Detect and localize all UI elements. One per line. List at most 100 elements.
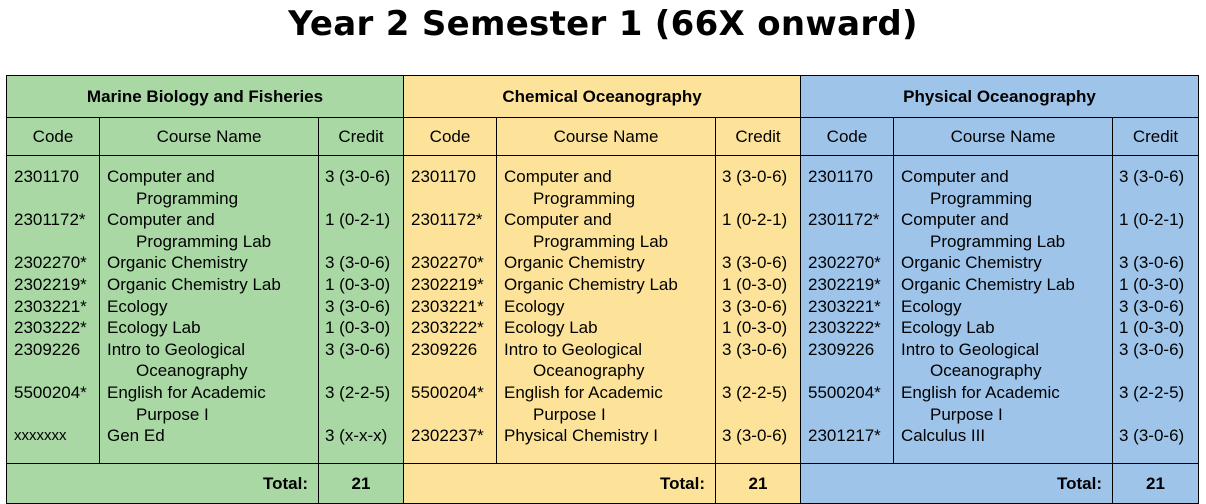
course-name-header: Course Name: [893, 117, 1113, 156]
course-name-line: Computer and: [107, 210, 215, 230]
course-credit: 1 (0-2-1): [325, 210, 391, 230]
course-name-line: Calculus III: [901, 426, 986, 446]
name-list: Computer and Programming Computer and Progr…: [497, 166, 715, 447]
total-label: Total:: [6, 463, 319, 504]
course-name-line: Computer and: [504, 210, 612, 230]
code-column: 2301170 2301172* 2302270* 2302219* 2303221* 2…: [6, 155, 100, 464]
program-name-chemical: Chemical Oceanography: [403, 75, 801, 118]
course-name: Computer and Programming: [894, 166, 1112, 209]
course-name-line: Organic Chemistry: [901, 253, 1042, 273]
course-credit: 3 (2-2-5): [722, 382, 788, 402]
course-name: English for Academic Purpose I: [497, 382, 715, 425]
course-code: 5500204*: [411, 382, 484, 402]
course-name: Computer and Programming: [100, 166, 318, 209]
credit-column: 3 (3-0-6) 1 (0-2-1) 3 (3-0-6) 1 (0-3-0) 3 (3…: [318, 155, 404, 464]
code-header: Code: [6, 117, 100, 156]
total-value-marine: 21: [318, 463, 404, 504]
credit-list: 3 (3-0-6) 1 (0-2-1) 3 (3-0-6) 1 (0-3-0) 3 (3…: [1113, 166, 1198, 447]
course-name-line: Programming: [533, 188, 636, 208]
course-credit: 3 (3-0-6): [1119, 426, 1185, 446]
course-name: English for Academic Purpose I: [894, 382, 1112, 425]
course-code: 2301170: [411, 167, 476, 186]
course-name: Intro to Geological Oceanography: [497, 339, 715, 382]
course-name-line: English for Academic: [107, 382, 266, 402]
course-credit: 1 (0-3-0): [325, 274, 391, 294]
course-name: English for Academic Purpose I: [100, 382, 318, 425]
course-credit: 1 (0-3-0): [1119, 274, 1185, 294]
course-name: Ecology Lab: [497, 317, 715, 339]
code-list: 2301170 2301172* 2302270* 2302219* 2303221* 2…: [801, 166, 893, 447]
course-name-line: English for Academic: [901, 382, 1060, 402]
code-list: 2301170 2301172* 2302270* 2302219* 2303221* 2…: [404, 166, 496, 447]
course-name: Computer and Programming Lab: [100, 209, 318, 252]
course-credit: 1 (0-3-0): [1119, 318, 1185, 338]
course-name: Organic Chemistry: [894, 252, 1112, 274]
course-code: 2302237*: [411, 426, 484, 446]
course-name-line: Programming Lab: [136, 231, 272, 251]
course-name-line: Organic Chemistry Lab: [107, 274, 281, 294]
course-name: Physical Chemistry I: [497, 425, 715, 447]
course-credit: 3 (3-0-6): [325, 296, 391, 316]
course-code: 2302270*: [14, 253, 87, 273]
course-name-line: English for Academic: [504, 382, 663, 402]
course-code: 2301172*: [808, 210, 880, 230]
course-name-header: Course Name: [99, 117, 319, 156]
course-name-line: Purpose I: [136, 404, 209, 424]
course-code: 5500204*: [14, 382, 87, 402]
page-title: Year 2 Semester 1 (66X onward): [288, 4, 918, 44]
course-name: Ecology Lab: [100, 317, 318, 339]
course-code: 2301170: [808, 167, 873, 186]
course-name-column: Computer and Programming Computer and Progr…: [496, 155, 716, 464]
course-credit: 3 (3-0-6): [325, 167, 391, 186]
course-code: 2301172*: [14, 210, 86, 230]
course-name-line: Oceanography: [533, 361, 645, 381]
course-name-line: Programming Lab: [930, 231, 1066, 251]
course-code: 2302270*: [808, 253, 881, 273]
course-credit: 3 (3-0-6): [325, 253, 391, 273]
total-value-physical: 21: [1112, 463, 1199, 504]
course-name: Ecology Lab: [894, 317, 1112, 339]
course-name: Organic Chemistry: [100, 252, 318, 274]
course-credit: 3 (2-2-5): [325, 382, 391, 402]
curriculum-table: Marine Biology and Fisheries Chemical Oc…: [6, 75, 1199, 504]
course-name-line: Intro to Geological: [504, 339, 642, 359]
course-code: 2302219*: [14, 274, 87, 294]
course-name-line: Programming: [136, 188, 239, 208]
course-name-line: Purpose I: [930, 404, 1003, 424]
course-code: 2303222*: [411, 318, 484, 338]
code-header: Code: [800, 117, 894, 156]
course-name: Computer and Programming: [497, 166, 715, 209]
course-name-line: Oceanography: [930, 361, 1042, 381]
course-name: Ecology: [894, 296, 1112, 318]
credit-column: 3 (3-0-6) 1 (0-2-1) 3 (3-0-6) 1 (0-3-0) 3 (3…: [1112, 155, 1199, 464]
course-name: Organic Chemistry: [497, 252, 715, 274]
course-credit: 1 (0-2-1): [1119, 210, 1185, 230]
course-name-line: Organic Chemistry: [107, 253, 248, 273]
credit-header: Credit: [1112, 117, 1199, 156]
course-code: 2309226: [808, 339, 875, 359]
course-name: Intro to Geological Oceanography: [894, 339, 1112, 382]
course-name-line: Ecology Lab: [504, 318, 598, 338]
course-name-line: Computer and: [504, 167, 612, 186]
course-code: 2309226: [14, 339, 81, 359]
course-name-line: Organic Chemistry Lab: [901, 274, 1075, 294]
course-name-line: Organic Chemistry: [504, 253, 645, 273]
course-credit: 1 (0-3-0): [722, 274, 788, 294]
course-code: 2302219*: [411, 274, 484, 294]
course-code: 2309226: [411, 339, 478, 359]
course-credit: 3 (2-2-5): [1119, 382, 1185, 402]
course-credit: 3 (3-0-6): [325, 339, 391, 359]
course-name-column: Computer and Programming Computer and Progr…: [893, 155, 1113, 464]
course-name-line: Intro to Geological: [901, 339, 1039, 359]
code-column: 2301170 2301172* 2302270* 2302219* 2303221* 2…: [800, 155, 894, 464]
course-name-line: Computer and: [901, 167, 1009, 186]
course-name-line: Gen Ed: [107, 426, 165, 446]
total-row: Total: 21 Total: 21 Total: 21: [6, 463, 1199, 504]
course-name-line: Oceanography: [136, 361, 248, 381]
name-list: Computer and Programming Computer and Progr…: [894, 166, 1112, 447]
course-name-line: Computer and: [107, 167, 215, 186]
course-credit: 3 (3-0-6): [1119, 253, 1185, 273]
course-name-line: Ecology: [504, 296, 565, 316]
course-name-line: Physical Chemistry I: [504, 426, 658, 446]
course-credit: 3 (3-0-6): [1119, 339, 1185, 359]
